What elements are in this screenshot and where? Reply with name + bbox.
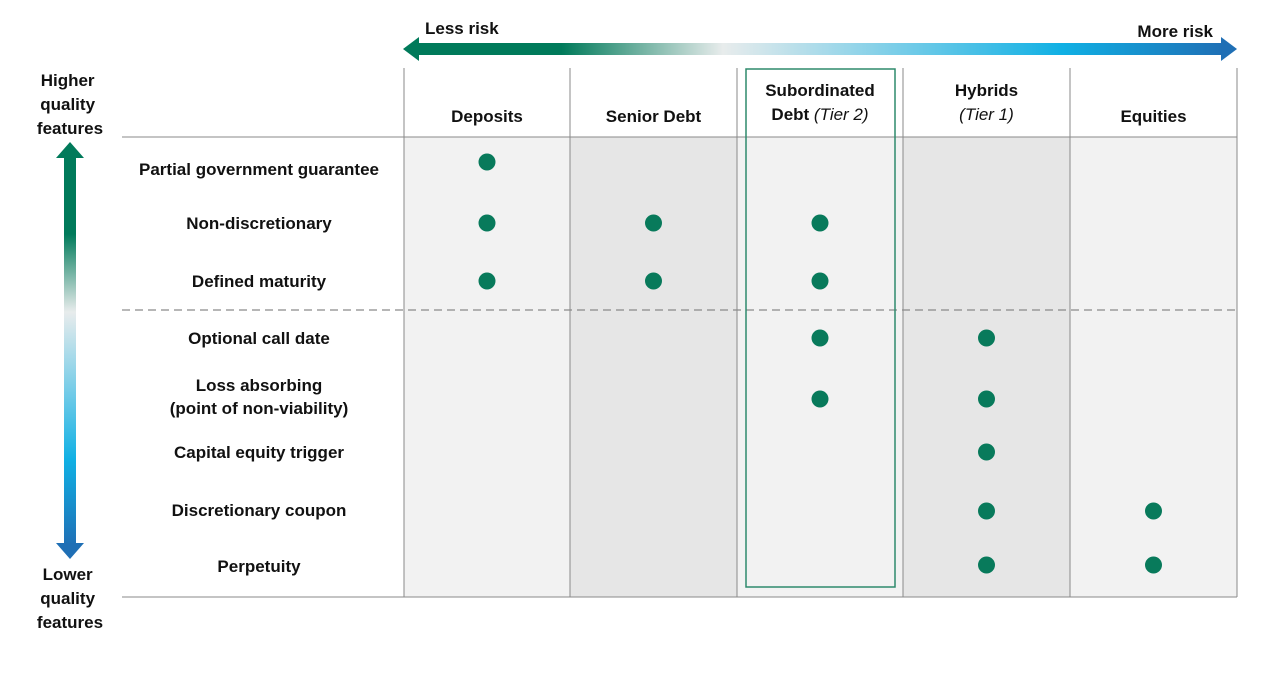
- less-risk-label: Less risk: [425, 19, 499, 38]
- column-band: [1070, 137, 1237, 597]
- row-label: Non-discretionary: [186, 214, 332, 233]
- feature-dot: [811, 272, 829, 290]
- feature-dot: [1145, 502, 1162, 520]
- feature-dot: [478, 272, 496, 290]
- row-label: Defined maturity: [192, 272, 327, 291]
- feature-dot: [1145, 556, 1162, 574]
- feature-dot: [978, 443, 995, 461]
- column-header: Deposits: [451, 107, 523, 126]
- feature-dot: [478, 153, 496, 171]
- feature-dots: [478, 153, 1162, 574]
- feature-dot: [811, 214, 829, 232]
- column-header: Debt (Tier 2): [771, 105, 868, 124]
- feature-dot: [978, 329, 995, 347]
- column-band: [737, 137, 903, 597]
- row-label: Optional call date: [188, 329, 330, 348]
- column-band: [570, 137, 737, 597]
- column-header: Senior Debt: [606, 107, 702, 126]
- feature-dot: [811, 329, 829, 347]
- column-header: (Tier 1): [959, 105, 1014, 124]
- feature-dot: [645, 272, 662, 290]
- row-label: (point of non-viability): [170, 399, 348, 418]
- feature-dot: [478, 214, 496, 232]
- row-labels: Partial government guarantee Non-discreti…: [139, 160, 379, 576]
- column-bands: [404, 137, 1237, 597]
- column-header: Hybrids: [955, 81, 1018, 100]
- tier2-highlight-box: [745, 68, 896, 588]
- column-header: Equities: [1120, 107, 1186, 126]
- higher-quality-label: Higher quality features: [37, 71, 103, 138]
- feature-dot: [978, 556, 995, 574]
- column-band: [903, 137, 1070, 597]
- column-header: Subordinated: [765, 81, 875, 100]
- feature-dot: [811, 390, 829, 408]
- more-risk-label: More risk: [1137, 22, 1213, 41]
- quality-arrow: [56, 142, 84, 559]
- column-band: [404, 137, 570, 597]
- feature-dot: [645, 214, 662, 232]
- row-label: Discretionary coupon: [172, 501, 347, 520]
- row-label: Capital equity trigger: [174, 443, 344, 462]
- column-headers: Deposits Senior Debt Subordinated Debt (Tie…: [451, 81, 1186, 126]
- row-label: Loss absorbing: [196, 376, 323, 395]
- lower-quality-label: Lower quality features: [37, 565, 103, 632]
- column-dividers: [403, 68, 1238, 597]
- feature-dot: [978, 502, 995, 520]
- feature-dot: [978, 390, 995, 408]
- row-label: Perpetuity: [217, 557, 301, 576]
- risk-arrow: [403, 37, 1237, 61]
- row-label: Partial government guarantee: [139, 160, 379, 179]
